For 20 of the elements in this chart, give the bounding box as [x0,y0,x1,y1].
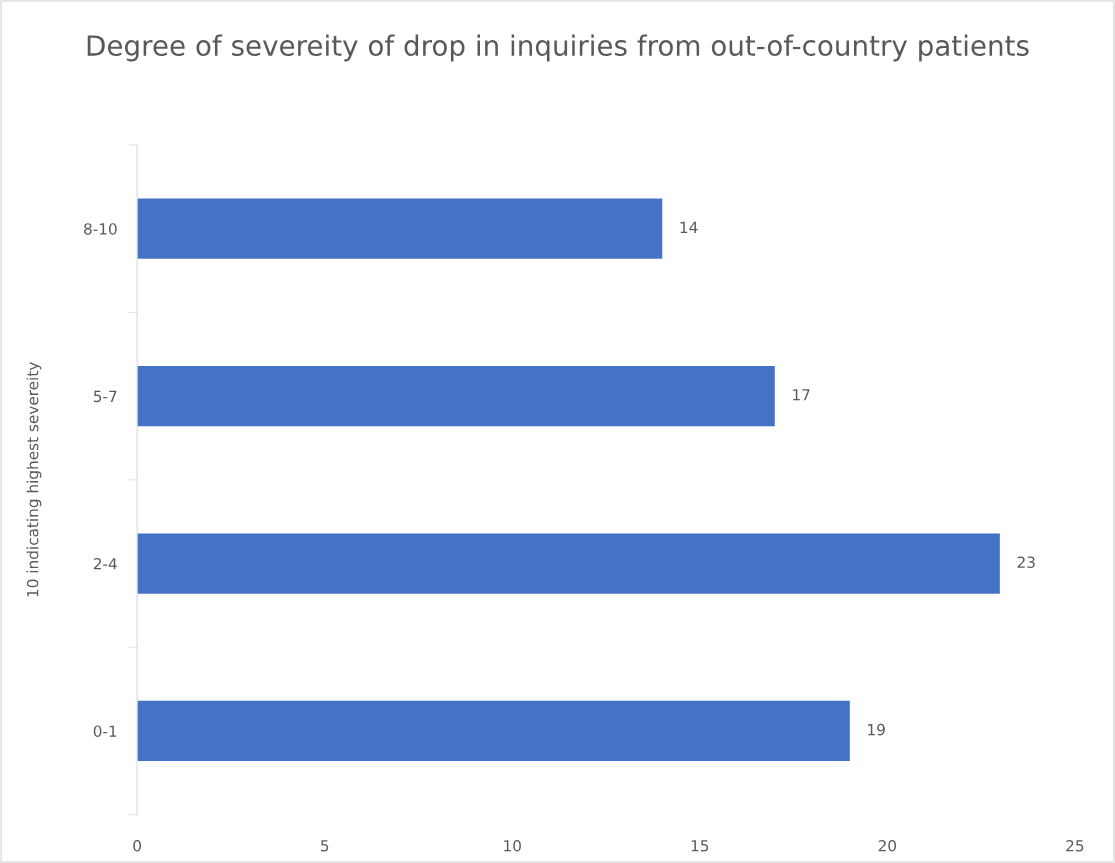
bar [137,533,1000,594]
x-tick-label: 5 [321,840,329,852]
data-label: 19 [868,723,885,736]
y-tick-label: 8-10 [84,223,117,235]
y-tick-label: 2-4 [93,558,117,570]
data-label: 23 [1017,556,1035,568]
bar [137,700,850,762]
x-tick-label: 15 [691,840,709,852]
x-tick-label: 25 [1066,839,1084,852]
bar [137,198,663,259]
x-tick-label: 10 [504,839,521,852]
data-label: 14 [680,221,698,233]
x-tick-label: 0 [133,839,141,852]
bar [137,365,775,427]
data-label: 17 [793,389,810,401]
x-tick-label: 20 [878,839,897,852]
y-tick-label: 5-7 [93,390,117,403]
chart-title: Degree of severeity of drop in inquiries from out-of-country patients [87,34,1029,62]
y-tick-label: 0-1 [93,725,117,737]
y-axis-title: 10 indicating highest severeity [26,362,42,597]
